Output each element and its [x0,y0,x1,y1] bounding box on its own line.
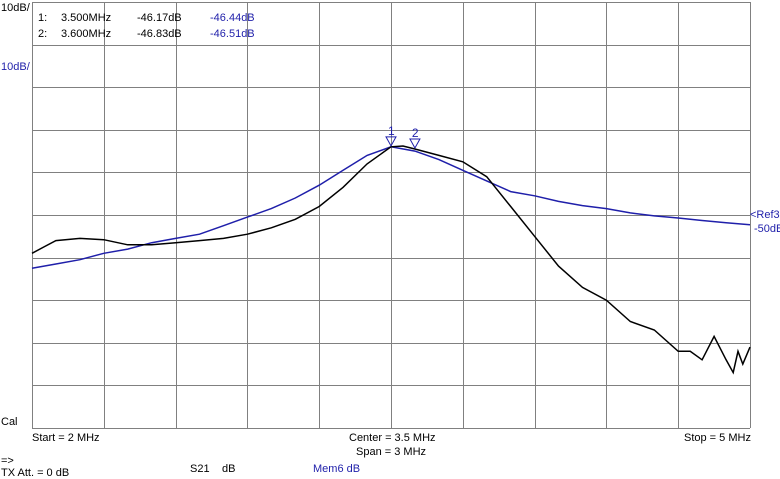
reference-label: <Ref3 [750,209,780,221]
stop-frequency-label: Stop = 5 MHz [684,432,751,444]
marker-1-memory-value: -46.44dB [210,12,255,24]
trace-live [31,145,751,375]
center-frequency-label: Center = 3.5 MHz [349,432,436,444]
marker-1-flag-label: 1 [388,124,395,138]
span-label: Span = 3 MHz [356,446,427,458]
cal-label: Cal [1,416,18,428]
marker-2-value: -46.83dB [137,28,182,40]
start-frequency-label: Start = 2 MHz [32,432,100,444]
marker-2-index: 2: [38,28,48,40]
marker-2-memory-value: -46.51dB [210,28,255,40]
marker-1-frequency: 3.500MHz [61,12,112,24]
unit-label: dB [222,463,236,475]
marker-1-triangle [385,136,397,147]
side-scale-label: 10dB/ [1,61,30,73]
reference-value: -50dB [754,223,780,235]
top-scale-label: 10dB/ [1,2,30,14]
marker-2-frequency: 3.600MHz [61,28,112,40]
marker-2-triangle [409,138,421,149]
plot-grid [32,2,751,429]
marker-1-value: -46.17dB [137,12,182,24]
parameter-label: S21 [190,463,210,475]
marker-2-flag-label: 2 [412,126,419,140]
tx-attenuation-label: TX Att. = 0 dB [1,467,70,479]
memory-trace-label: Mem6 dB [313,463,361,475]
footer-arrow: => [1,455,14,467]
marker-1-index: 1: [38,12,48,24]
